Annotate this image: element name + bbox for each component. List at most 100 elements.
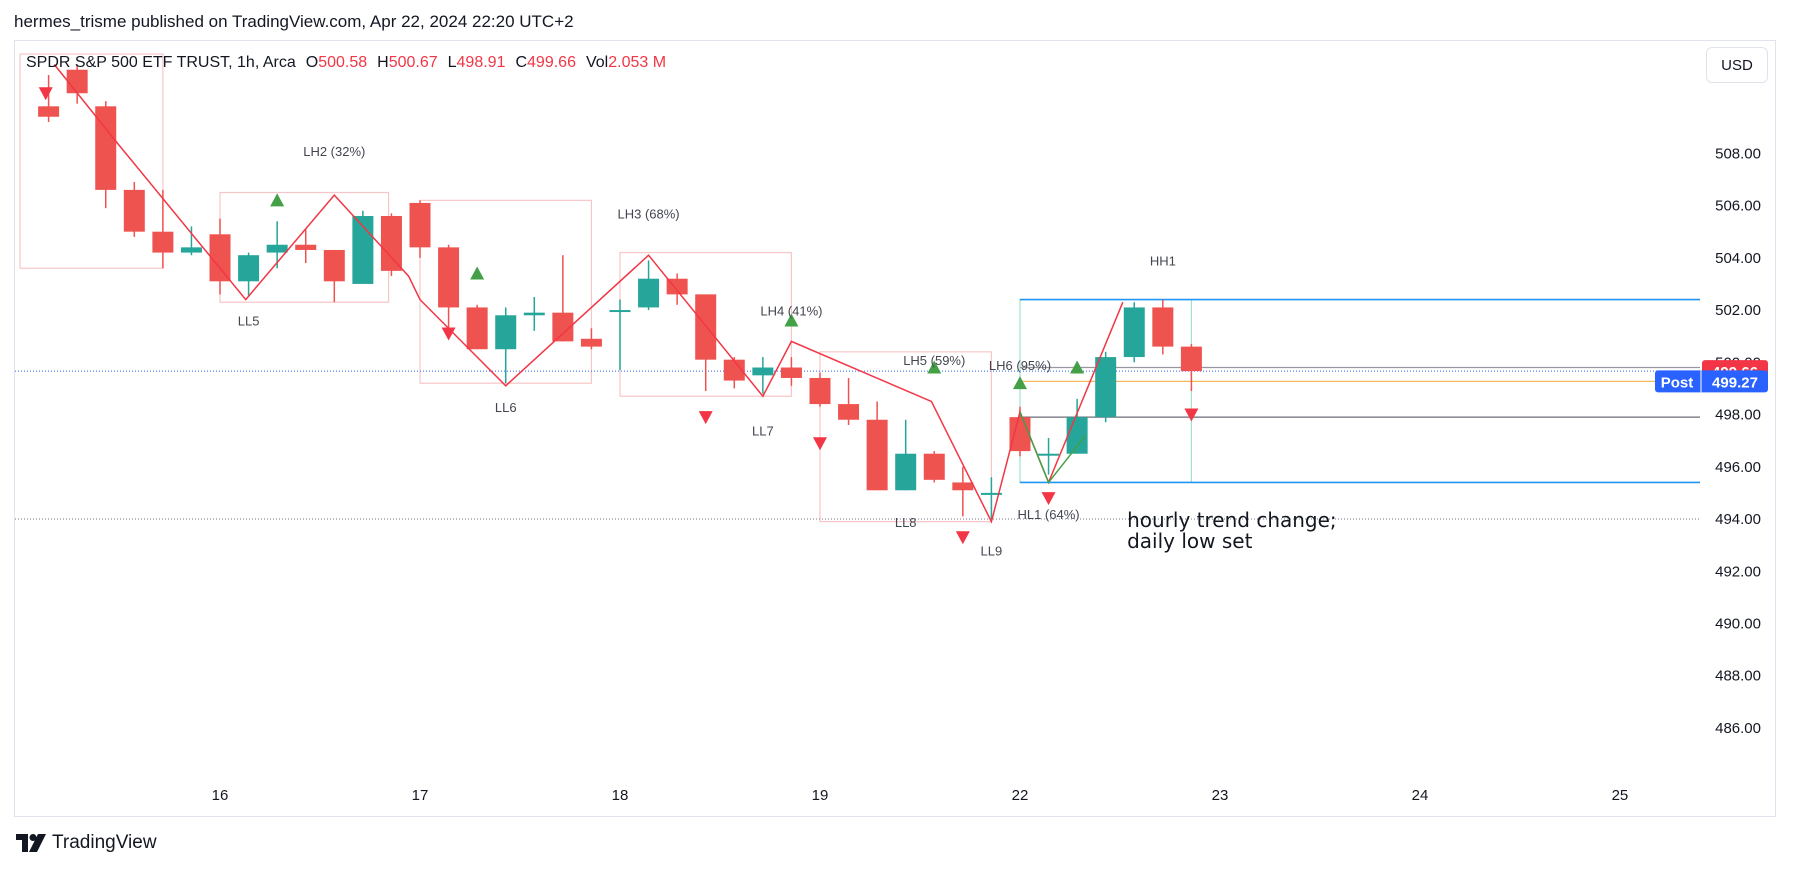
- structure-box: [19, 53, 164, 269]
- y-tick-label: 488.00: [1715, 668, 1761, 685]
- down-triangle-marker: [955, 531, 970, 545]
- candle-body: [1009, 417, 1031, 452]
- candle-body: [866, 419, 888, 491]
- candle-body: [1066, 417, 1088, 454]
- post-price-tag: [1655, 370, 1768, 393]
- open-label: O: [305, 54, 319, 71]
- candle-body: [323, 249, 345, 282]
- pivot-label: LH6 (95%): [989, 358, 1051, 373]
- candle-body: [1095, 357, 1117, 418]
- down-triangle-marker: [698, 411, 713, 425]
- x-tick-label: 17: [412, 787, 429, 804]
- tradingview-logo-icon: [16, 834, 46, 852]
- volume-label: Vol: [585, 54, 609, 71]
- y-tick-label: 504.00: [1715, 250, 1761, 267]
- pivot-label: LL6: [495, 400, 517, 415]
- symbol-legend: SPDR S&P 500 ETF TRUST, 1h, Arca O500.58 H…: [26, 54, 666, 72]
- down-triangle-marker: [812, 437, 827, 451]
- x-tick-label: 25: [1612, 787, 1629, 804]
- candle-body: [609, 310, 631, 313]
- y-tick-label: 494.00: [1715, 511, 1761, 528]
- up-triangle-marker: [470, 266, 485, 280]
- down-triangle-marker: [38, 87, 53, 101]
- y-tick-label: 486.00: [1715, 720, 1761, 737]
- candle-body: [695, 294, 717, 360]
- candle-body: [1152, 307, 1174, 347]
- candle-body: [466, 307, 488, 350]
- candle-body: [1180, 346, 1202, 372]
- symbol-title[interactable]: SPDR S&P 500 ETF TRUST, 1h, Arca: [26, 54, 296, 71]
- pivot-label: HH1: [1150, 254, 1176, 269]
- candle-body: [952, 482, 974, 491]
- down-triangle-marker: [1184, 408, 1199, 422]
- x-tick-label: 19: [812, 787, 829, 804]
- pivot-label: LL9: [981, 544, 1003, 559]
- low-label: L: [447, 54, 457, 71]
- low-value: 498.91: [456, 54, 506, 71]
- high-label: H: [377, 54, 389, 71]
- up-triangle-marker: [927, 360, 942, 374]
- post-price-value: 499.27: [1712, 374, 1758, 391]
- pivot-label: LH5 (59%): [903, 353, 965, 368]
- candle-body: [666, 278, 688, 295]
- brand-name: TradingView: [52, 832, 157, 853]
- y-tick-label: 508.00: [1715, 145, 1761, 162]
- currency-button[interactable]: USD: [1706, 47, 1768, 83]
- zigzag-green-line: [1019, 411, 1087, 484]
- structure-box: [819, 351, 993, 523]
- pivot-label: LH4 (41%): [760, 303, 822, 318]
- x-tick-label: 24: [1412, 787, 1429, 804]
- candle-body: [780, 367, 802, 378]
- candle-body: [123, 189, 145, 232]
- candle-body: [295, 244, 317, 250]
- candle-body: [809, 377, 831, 405]
- volume-value: 2.053 M: [608, 54, 667, 71]
- candle-body: [1038, 453, 1060, 456]
- y-tick-label: 496.00: [1715, 459, 1761, 476]
- candle-body: [152, 231, 174, 253]
- y-tick-label: 502.00: [1715, 302, 1761, 319]
- candle-body: [580, 338, 602, 347]
- candle-body: [238, 255, 260, 282]
- candle-body: [638, 278, 660, 308]
- candle-body: [180, 247, 202, 253]
- tradingview-brand[interactable]: TradingView: [16, 832, 157, 854]
- post-label: Post: [1661, 374, 1694, 391]
- zigzag-line: [53, 64, 1124, 524]
- candle-body: [66, 69, 88, 94]
- candle-body: [95, 106, 117, 190]
- up-triangle-marker: [1070, 360, 1085, 374]
- close-label: C: [515, 54, 528, 71]
- candle-body: [752, 367, 774, 376]
- pivot-label: HL1 (64%): [1017, 507, 1079, 522]
- close-value: 499.66: [527, 54, 576, 71]
- chart-frame: [14, 40, 1776, 817]
- down-triangle-marker: [1041, 492, 1056, 506]
- y-tick-label: 506.00: [1715, 198, 1761, 215]
- pivot-label: LL7: [752, 423, 774, 438]
- candle-body: [1123, 307, 1145, 358]
- x-tick-label: 18: [612, 787, 629, 804]
- up-triangle-marker: [1012, 376, 1027, 390]
- candle-body: [409, 202, 431, 248]
- x-tick-label: 23: [1212, 787, 1229, 804]
- candle-body: [495, 315, 517, 350]
- y-tick-label: 492.00: [1715, 563, 1761, 580]
- candle-body: [723, 359, 745, 381]
- publisher-line: hermes_trisme published on TradingView.c…: [14, 12, 574, 31]
- high-value: 500.67: [388, 54, 438, 71]
- up-triangle-marker: [270, 193, 285, 207]
- candle-body: [266, 244, 288, 253]
- open-value: 500.58: [318, 54, 368, 71]
- down-triangle-marker: [441, 327, 456, 341]
- candle-body: [523, 312, 545, 316]
- candle-body: [895, 453, 917, 491]
- y-tick-label: 490.00: [1715, 615, 1761, 632]
- candle-body: [980, 492, 1002, 495]
- trend-annotation: hourly trend change;: [1127, 508, 1337, 532]
- candle-body: [923, 453, 945, 480]
- pivot-label: LH2 (32%): [303, 144, 365, 159]
- up-triangle-marker: [784, 313, 799, 327]
- candle-body: [438, 247, 460, 308]
